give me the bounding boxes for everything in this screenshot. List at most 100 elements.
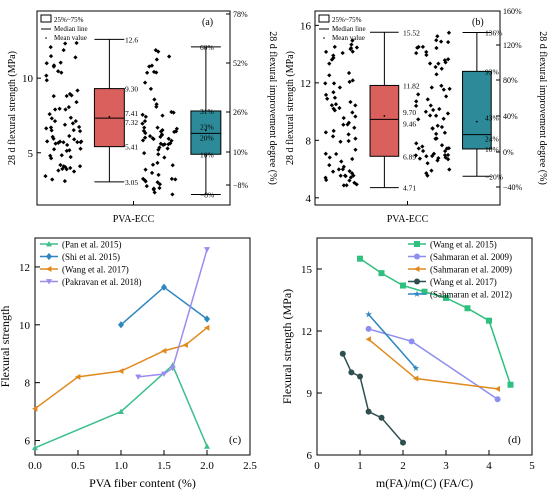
data-point xyxy=(71,128,76,133)
data-point xyxy=(74,100,79,105)
data-point xyxy=(332,95,338,100)
mean-marker xyxy=(475,120,478,123)
data-point xyxy=(47,111,52,117)
legend-label: (Wang et al. 2015) xyxy=(430,240,497,250)
data-point xyxy=(353,147,358,152)
data-point xyxy=(425,97,430,102)
legend-label: (Sahmaran et al. 2009) xyxy=(430,252,512,262)
data-point xyxy=(77,129,83,134)
legend-box-swatch xyxy=(40,14,52,23)
data-point xyxy=(434,45,439,51)
legend-swatch-marker xyxy=(414,266,420,272)
value-label-improvement: 31% xyxy=(200,107,214,116)
legend-label: (Sahmaran et al. 2009) xyxy=(430,265,512,275)
data-point xyxy=(145,70,150,75)
data-point xyxy=(329,103,335,108)
data-point xyxy=(350,110,355,115)
data-point xyxy=(331,128,336,134)
legend-swatch-marker xyxy=(46,241,52,247)
y-tick-label: 6 xyxy=(307,450,313,462)
data-point xyxy=(494,385,500,392)
data-point xyxy=(354,45,360,50)
data-point xyxy=(332,44,337,49)
x-tick-label: 2.0 xyxy=(200,460,214,472)
data-point xyxy=(337,105,342,111)
data-point xyxy=(351,173,356,178)
data-point xyxy=(143,179,148,184)
data-point xyxy=(156,152,161,157)
data-point xyxy=(70,121,76,126)
data-point xyxy=(44,126,49,131)
y2-axis-title: 28 d flexural improvement degree (%) xyxy=(267,31,278,185)
series-line xyxy=(34,327,208,410)
data-point xyxy=(158,129,164,134)
data-point xyxy=(152,97,157,102)
box-improvement xyxy=(190,110,222,155)
plot-frame xyxy=(316,237,533,456)
data-point xyxy=(414,141,419,146)
data-point xyxy=(59,70,64,75)
data-point xyxy=(420,148,426,154)
legend-swatch-marker xyxy=(46,252,52,261)
data-point xyxy=(443,94,449,99)
data-point xyxy=(341,183,346,188)
data-point xyxy=(77,164,83,169)
data-point xyxy=(446,146,452,151)
series-line xyxy=(359,258,512,385)
data-point xyxy=(424,154,429,159)
data-point xyxy=(327,73,332,78)
data-point xyxy=(333,102,339,107)
data-point xyxy=(32,444,38,451)
data-point xyxy=(357,373,363,380)
data-point xyxy=(182,342,188,349)
data-point xyxy=(58,162,63,168)
data-point xyxy=(339,159,344,164)
legend-swatch-marker xyxy=(414,278,420,285)
y2-tick-label: 78% xyxy=(233,10,248,19)
data-point xyxy=(142,80,148,85)
data-point xyxy=(73,55,78,60)
data-point xyxy=(59,153,64,158)
data-point xyxy=(365,310,373,318)
data-point xyxy=(327,155,332,160)
data-point xyxy=(142,125,147,130)
data-point xyxy=(428,103,433,108)
data-point xyxy=(447,86,452,91)
data-point xyxy=(408,338,415,345)
data-point xyxy=(171,110,176,115)
data-point xyxy=(435,34,440,39)
legend-swatch-marker xyxy=(414,253,420,260)
data-point xyxy=(433,136,438,141)
value-label-improvement: 20% xyxy=(200,133,214,142)
data-point xyxy=(441,87,446,92)
data-point xyxy=(48,125,54,130)
data-point xyxy=(49,128,54,133)
series-line xyxy=(368,328,499,400)
data-point xyxy=(420,144,425,149)
data-point xyxy=(446,57,451,62)
data-point xyxy=(147,64,152,69)
data-point xyxy=(135,374,142,380)
data-point xyxy=(75,88,80,93)
x-tick-label: 5 xyxy=(529,460,535,472)
data-point xyxy=(331,81,337,86)
data-point xyxy=(445,152,451,158)
y2-tick-label: 40% xyxy=(503,112,518,121)
data-point xyxy=(68,115,73,120)
data-point xyxy=(143,167,148,172)
data-point xyxy=(50,177,55,182)
data-point xyxy=(365,408,372,415)
data-point xyxy=(400,439,406,446)
data-point xyxy=(157,182,163,187)
mean-marker xyxy=(108,115,111,118)
y2-axis-title: 28 d flexural improvement degree (%) xyxy=(537,31,548,185)
series-line xyxy=(34,364,208,449)
data-point xyxy=(142,150,147,156)
value-label-strength: 9.30 xyxy=(125,85,138,94)
y2-tick-label: 26% xyxy=(233,108,248,117)
data-point xyxy=(155,180,160,185)
legend-median-label: Median line xyxy=(54,25,88,33)
legend-swatch-marker xyxy=(413,290,421,297)
x-axis-label: PVA-ECC xyxy=(387,214,429,225)
data-point xyxy=(331,53,336,58)
